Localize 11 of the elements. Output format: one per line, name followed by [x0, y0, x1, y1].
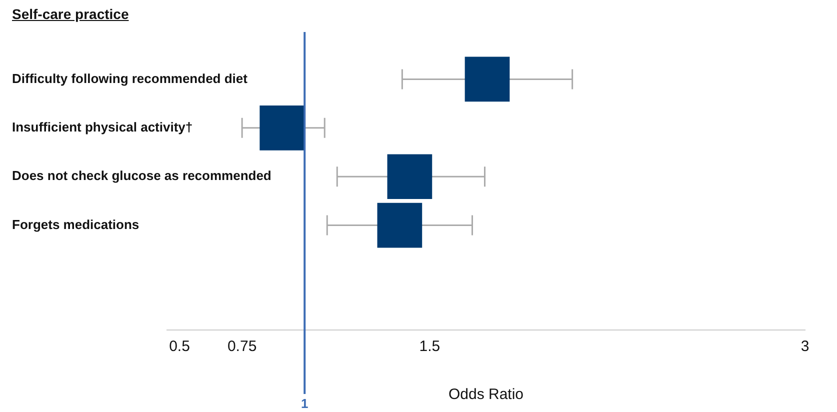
y-tick-label: Insufficient physical activity† — [12, 120, 193, 135]
y-tick-label: Does not check glucose as recommended — [12, 168, 272, 184]
x-axis-title: Odds Ratio — [448, 386, 524, 404]
y-tick-label: Forgets medications — [12, 216, 140, 232]
x-tick-label: 0.75 — [227, 338, 257, 356]
x-tick-label: 1.5 — [419, 338, 440, 356]
ref-line-label: 1 — [300, 396, 308, 412]
x-tick-label: 0.5 — [169, 338, 190, 356]
x-tick-label: 3 — [800, 338, 810, 356]
y-tick-label: Difficulty following recommended diet — [12, 70, 248, 86]
y-axis-title: Self-care practice — [12, 6, 129, 22]
